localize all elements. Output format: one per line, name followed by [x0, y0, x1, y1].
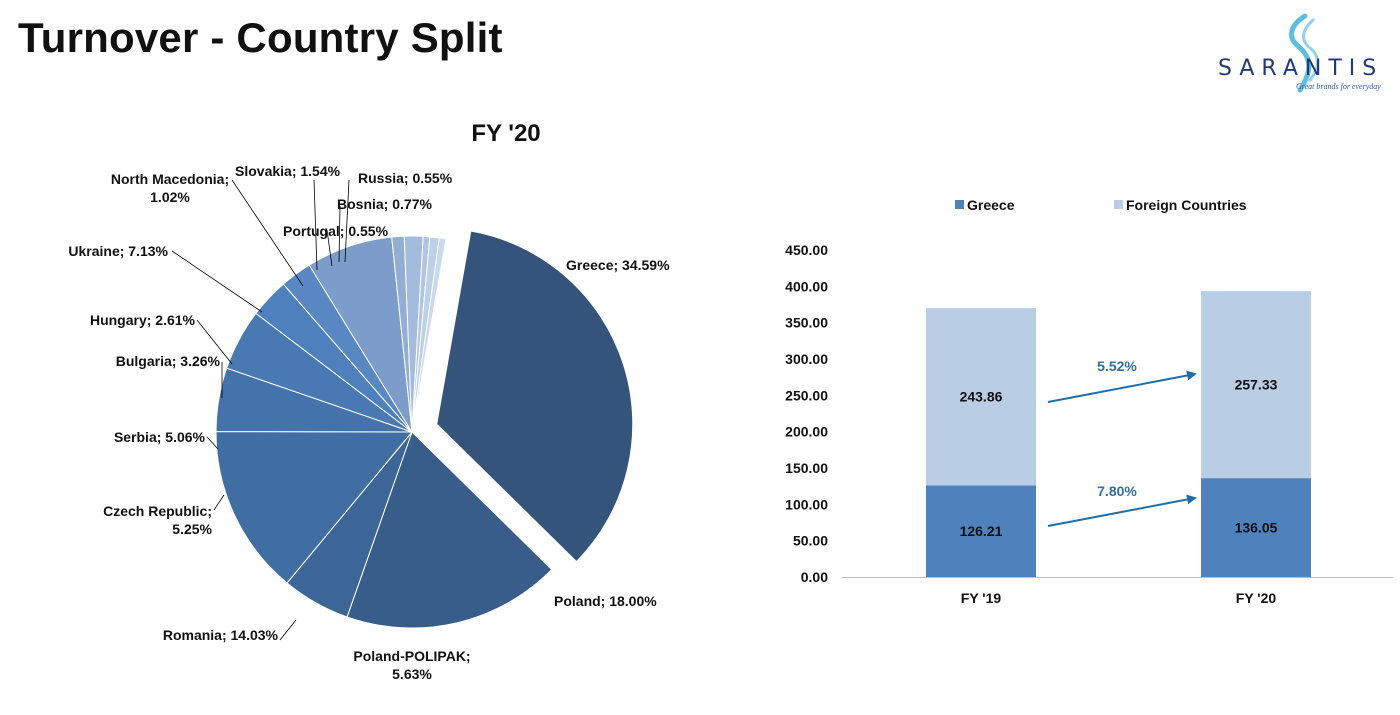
bar-foreign-countries-fy-19 [926, 308, 1036, 486]
leader-line-czech-republic [213, 494, 225, 511]
legend-label-foreign-countries: Foreign Countries [1126, 197, 1247, 213]
leader-line-russia [344, 179, 350, 263]
bar-greece-fy-19 [926, 485, 1036, 577]
leader-line-serbia [206, 436, 219, 450]
legend-label-greece: Greece [967, 197, 1015, 213]
leader-line-bosnia [338, 205, 341, 263]
pie-label-ukraine: Ukraine; 7.13% [68, 243, 168, 259]
y-tick-label: 400.00 [785, 278, 828, 294]
pie-label-romania: Romania; 14.03% [163, 627, 279, 643]
x-category-label: FY '19 [961, 590, 1002, 606]
leader-line-romania [279, 619, 297, 641]
bar-foreign-countries-fy-20 [1201, 291, 1311, 479]
leader-line-hungary [196, 319, 233, 365]
logo-wordmark: SARANTIS [1218, 56, 1384, 81]
legend-swatch-greece [955, 200, 964, 209]
legend-swatch-foreign-countries [1114, 200, 1123, 209]
pie-slice-greece [436, 230, 634, 563]
growth-label: 7.80% [1097, 483, 1137, 499]
logo-tagline: Great brands for everyday [1296, 82, 1381, 91]
pie-chart-title: FY '20 [471, 120, 540, 147]
y-tick-label: 100.00 [785, 496, 828, 512]
pie-label-poland-polipak: Poland-POLIPAK; 5.63% [353, 648, 470, 682]
growth-label: 5.52% [1097, 358, 1137, 374]
pie-label-serbia: Serbia; 5.06% [114, 429, 206, 445]
pie-label-bulgaria: Bulgaria; 3.26% [116, 353, 221, 369]
growth-arrow [1047, 370, 1197, 403]
bar-value-label: 136.05 [1235, 520, 1278, 536]
pie-label-greece: Greece; 34.59% [566, 257, 670, 273]
bar-greece-fy-20 [1201, 478, 1311, 577]
y-tick-label: 300.00 [785, 351, 828, 367]
pie-label-portugal: Portugal; 0.55% [283, 223, 389, 239]
pie-label-bosnia: Bosnia; 0.77% [337, 196, 432, 212]
bar-value-label: 257.33 [1235, 377, 1278, 393]
pie-label-slovakia: Slovakia; 1.54% [235, 163, 341, 179]
bar-value-label: 126.21 [960, 523, 1003, 539]
y-tick-label: 150.00 [785, 460, 828, 476]
pie-slice-poland [346, 431, 553, 629]
pie-chart: FY '20 Greece; 34.59% Poland; 18.00% Polan… [68, 120, 670, 682]
pie-label-north-macedonia: North Macedonia; 1.02% [111, 171, 229, 205]
pie-slice-romania [215, 431, 414, 584]
growth-arrow [1047, 494, 1197, 527]
y-tick-label: 450.00 [785, 242, 828, 258]
leader-line-portugal [326, 229, 333, 267]
bar-value-label: 243.86 [960, 389, 1003, 405]
pie-slice-russia [411, 237, 447, 433]
logo-swirl-icon [1289, 13, 1319, 93]
pie-label-czech-republic: Czech Republic; 5.25% [103, 503, 212, 537]
y-tick-label: 200.00 [785, 424, 828, 440]
leader-line-slovakia [313, 179, 318, 271]
pie-label-hungary: Hungary; 2.61% [90, 312, 196, 328]
page-title: Turnover - Country Split [18, 14, 503, 61]
y-tick-label: 250.00 [785, 387, 828, 403]
y-tick-label: 50.00 [793, 533, 828, 549]
leader-line-north-macedonia [231, 179, 304, 287]
pie-label-russia: Russia; 0.55% [358, 170, 453, 186]
sarantis-logo: SARANTIS Great brands for everyday [1210, 10, 1395, 98]
pie-label-poland: Poland; 18.00% [554, 593, 657, 609]
y-tick-label: 350.00 [785, 315, 828, 331]
x-category-label: FY '20 [1236, 590, 1277, 606]
leader-line-ukraine [171, 250, 263, 313]
y-tick-label: 0.00 [801, 569, 828, 585]
